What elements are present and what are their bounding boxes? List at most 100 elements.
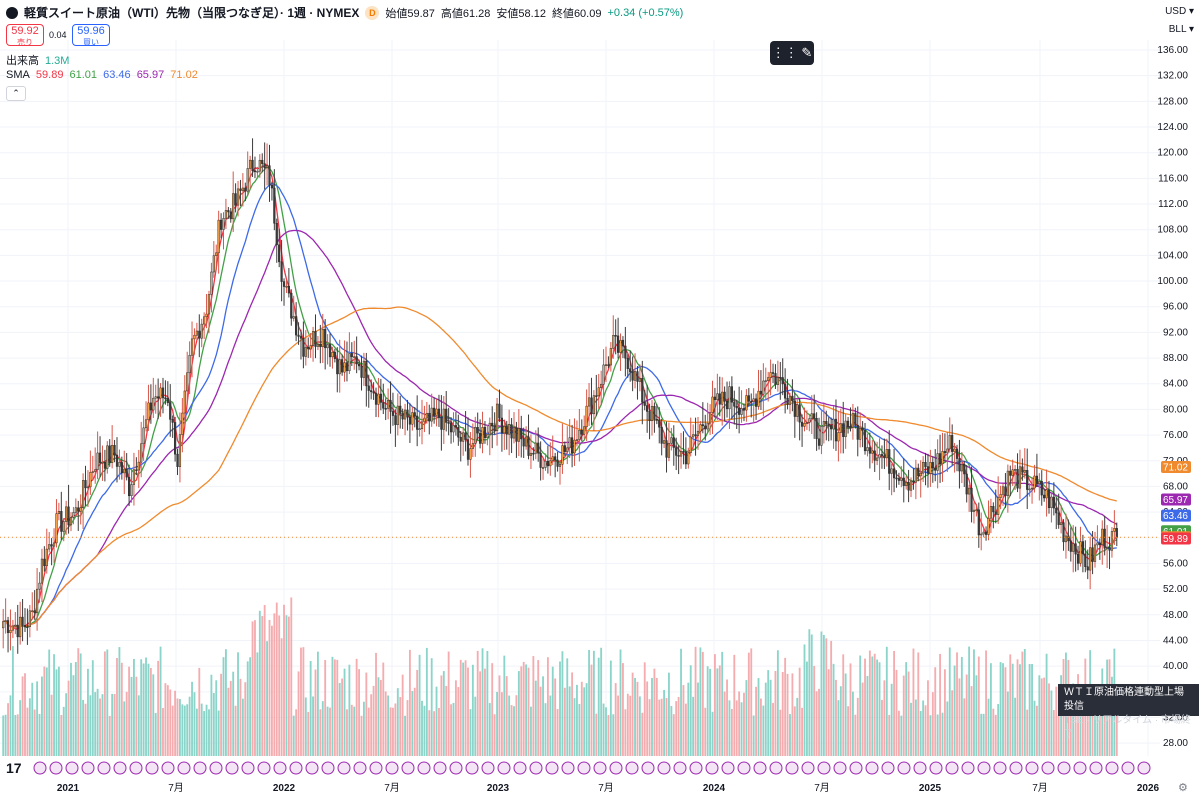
volume-bar xyxy=(77,648,80,756)
chevron-up-icon[interactable]: ⌃ xyxy=(6,86,26,101)
candle-body xyxy=(696,430,700,436)
volume-bar xyxy=(885,646,888,756)
buy-button[interactable]: 59.96 買い xyxy=(72,24,110,47)
candle-body xyxy=(832,418,835,430)
candle-body xyxy=(537,442,540,454)
candle-body xyxy=(1086,566,1089,571)
candle-body xyxy=(290,292,293,319)
price-tick-label: 92.00 xyxy=(1163,327,1188,338)
volume-bar xyxy=(1014,697,1017,756)
candle-body xyxy=(558,464,562,467)
volume-bar xyxy=(1048,683,1050,756)
volume-bar xyxy=(55,669,58,756)
candle-body xyxy=(239,188,242,191)
volume-bar xyxy=(1057,715,1060,756)
data-badge[interactable]: D xyxy=(365,5,380,20)
candle-body xyxy=(854,413,857,426)
volume-bar xyxy=(994,714,997,756)
volume-bar xyxy=(929,715,932,756)
candle-body xyxy=(667,443,671,458)
event-marker-icon xyxy=(241,761,255,775)
time-tick-label: 7月 xyxy=(1032,782,1048,794)
volume-bar xyxy=(350,704,353,756)
candle-body xyxy=(742,408,746,411)
brush-icon[interactable]: ⋮⋮ ✎ xyxy=(770,41,814,65)
volume-bar xyxy=(767,670,770,756)
volume-bar xyxy=(576,684,578,756)
candle-body xyxy=(597,387,600,397)
volume-bar xyxy=(660,698,663,756)
volume-bar xyxy=(653,668,656,756)
volume-bar xyxy=(246,661,249,756)
candle-body xyxy=(374,392,378,405)
volume-bar xyxy=(1009,654,1012,756)
volume-bar xyxy=(566,658,569,756)
volume-legend[interactable]: 出来高 1.3M xyxy=(6,52,69,68)
volume-bar xyxy=(728,700,731,756)
volume-bar xyxy=(498,675,501,756)
candle-body xyxy=(333,351,336,359)
candle-body xyxy=(428,412,431,422)
volume-bar xyxy=(249,657,252,756)
event-marker-icon xyxy=(321,761,335,775)
gear-icon[interactable]: ⚙ xyxy=(1178,782,1188,794)
candle-body xyxy=(171,419,174,423)
sell-button[interactable]: 59.92 売り xyxy=(6,24,44,47)
volume-bar xyxy=(392,707,394,756)
candle-body xyxy=(839,423,842,433)
related-symbol-status: TSE · リアルタイム · 市場終了 xyxy=(1064,715,1191,740)
candle-body xyxy=(261,159,264,164)
volume-bar xyxy=(1011,663,1014,756)
event-marker-icon xyxy=(769,761,783,775)
candle-body xyxy=(648,411,651,421)
tradingview-logo-icon[interactable]: 17 xyxy=(6,760,22,776)
candle-body xyxy=(982,531,985,535)
sma-legend[interactable]: SMA 59.89 61.01 63.46 65.97 71.02 xyxy=(6,69,201,81)
volume-bar xyxy=(440,675,443,756)
ohlc-low: 安値58.12 xyxy=(496,7,546,20)
volume-bar xyxy=(895,669,898,756)
event-marker-icon xyxy=(849,761,863,775)
volume-bar xyxy=(563,687,566,756)
volume-bar xyxy=(275,602,278,756)
candle-body xyxy=(161,387,165,399)
candle-body xyxy=(418,428,421,430)
volume-bar xyxy=(229,680,232,756)
volume-bar xyxy=(881,699,883,756)
candle-body xyxy=(246,168,249,192)
related-symbol-box[interactable]: ＷＴＩ原油価格連動型上場投信 TSE · リアルタイム · 市場終了 xyxy=(1058,684,1199,740)
volume-bar xyxy=(665,698,668,756)
volume-bar xyxy=(488,703,491,756)
volume-bar xyxy=(292,715,295,756)
unit-selector[interactable]: BLL ▾ xyxy=(1168,24,1194,35)
price-tick-label: 48.00 xyxy=(1163,610,1188,621)
event-marker-icon xyxy=(1041,761,1055,775)
volume-bar xyxy=(396,688,399,756)
event-marker-icon xyxy=(897,761,911,775)
ohlc-open: 始値59.87 xyxy=(385,7,435,20)
candle-body xyxy=(708,412,712,424)
candle-body xyxy=(546,460,549,467)
candle-body xyxy=(551,456,554,461)
candle-body xyxy=(144,419,148,429)
volume-bar xyxy=(297,671,300,756)
symbol-title[interactable]: 軽質スイート原油（WTI）先物（当限つなぎ足）· 1週 · NYMEX xyxy=(24,6,360,20)
candle-body xyxy=(469,448,472,460)
event-marker-icon xyxy=(161,761,175,775)
candle-body xyxy=(459,436,462,442)
volume-bar xyxy=(416,669,419,756)
candle-body xyxy=(750,401,753,403)
currency-selector[interactable]: USD ▾ xyxy=(1165,6,1194,17)
candle-body xyxy=(186,372,189,392)
volume-bar xyxy=(24,673,26,756)
volume-bar xyxy=(776,650,779,756)
candle-body xyxy=(980,533,983,536)
candle-body xyxy=(687,452,690,465)
volume-bar xyxy=(738,691,741,756)
candle-body xyxy=(846,420,850,427)
candle-body xyxy=(309,345,312,350)
volume-bar xyxy=(740,702,743,756)
volume-bar xyxy=(508,695,511,756)
candle-body xyxy=(825,421,828,425)
